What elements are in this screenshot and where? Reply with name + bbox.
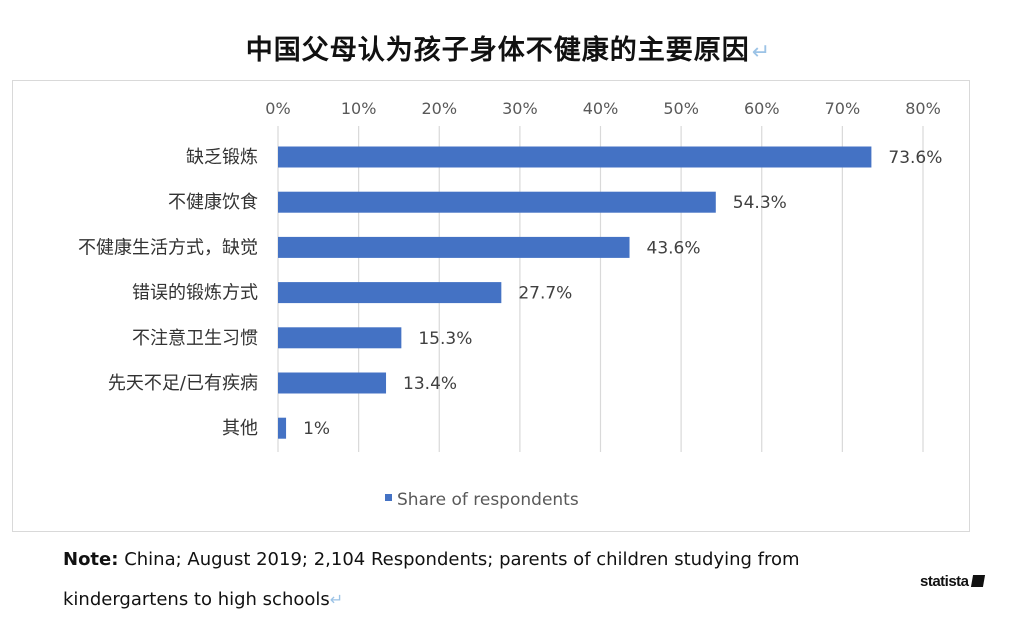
data-label: 15.3% bbox=[418, 329, 472, 349]
category-label: 不健康饮食 bbox=[168, 192, 258, 213]
x-tick-label: 20% bbox=[421, 99, 457, 118]
bar bbox=[278, 146, 872, 168]
chart-title-text: 中国父母认为孩子身体不健康的主要原因 bbox=[245, 35, 750, 66]
return-icon: ↵ bbox=[329, 590, 344, 609]
note-text: China; August 2019; 2,104 Respondents; p… bbox=[63, 549, 800, 610]
bar bbox=[278, 282, 502, 304]
data-label: 13.4% bbox=[403, 374, 457, 394]
data-label: 1% bbox=[303, 419, 330, 439]
brand-text: statista bbox=[920, 573, 969, 590]
legend-swatch bbox=[385, 494, 392, 501]
legend-label: Share of respondents bbox=[397, 490, 579, 510]
x-tick-label: 80% bbox=[905, 99, 941, 118]
x-tick-label: 60% bbox=[744, 99, 780, 118]
x-tick-label: 0% bbox=[265, 99, 290, 118]
x-tick-label: 30% bbox=[502, 99, 538, 118]
category-label: 不健康生活方式，缺觉 bbox=[78, 237, 258, 258]
note: Note: China; August 2019; 2,104 Responde… bbox=[63, 540, 823, 620]
category-label: 缺乏锻炼 bbox=[186, 147, 258, 168]
x-tick-label: 70% bbox=[825, 99, 861, 118]
category-label: 错误的锻炼方式 bbox=[132, 283, 258, 304]
note-label: Note: bbox=[63, 549, 119, 570]
bar bbox=[278, 417, 287, 439]
bar bbox=[278, 236, 630, 258]
x-tick-label: 50% bbox=[663, 99, 699, 118]
bar bbox=[278, 191, 716, 213]
data-label: 54.3% bbox=[733, 193, 787, 213]
category-label: 其他 bbox=[222, 418, 258, 439]
data-label: 73.6% bbox=[888, 148, 942, 168]
x-tick-label: 40% bbox=[583, 99, 619, 118]
bar bbox=[278, 327, 402, 349]
statista-logo: statista bbox=[920, 573, 985, 590]
data-label: 43.6% bbox=[647, 238, 701, 258]
category-label: 先天不足/已有疾病 bbox=[108, 373, 258, 394]
chart-title: 中国父母认为孩子身体不健康的主要原因↵ bbox=[0, 28, 1017, 67]
x-tick-label: 10% bbox=[341, 99, 377, 118]
return-icon: ↵ bbox=[751, 40, 772, 65]
category-label: 不注意卫生习惯 bbox=[132, 328, 258, 349]
data-label: 27.7% bbox=[518, 284, 572, 304]
statista-logo-icon bbox=[970, 575, 985, 587]
bar bbox=[278, 372, 387, 394]
